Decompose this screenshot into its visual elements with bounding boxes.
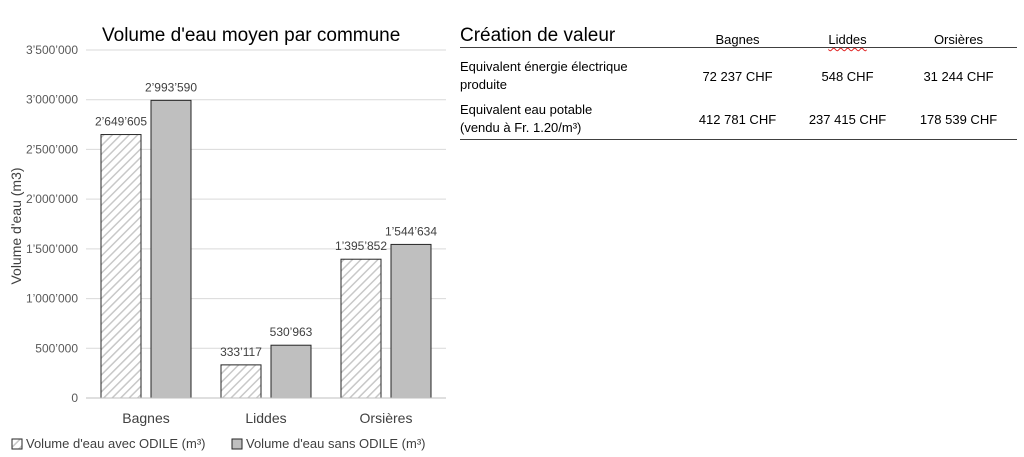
x-axis-categories: Bagnes Liddes Orsières	[122, 410, 412, 426]
legend: Volume d'eau avec ODILE (m³) Volume d'eau…	[11, 436, 426, 451]
data-label: 333’117	[220, 345, 262, 359]
table-header-row: Création de valeur Bagnes Liddes Orsière…	[460, 24, 1017, 48]
y-tick-label: 1’500’000	[26, 242, 78, 256]
category-label: Orsières	[360, 410, 413, 426]
table-cell: 72 237 CHF	[702, 68, 773, 84]
row-label: Equivalent énergie électrique produite	[460, 58, 680, 94]
table-cell: 31 244 CHF	[923, 68, 994, 84]
data-label: 1’544’634	[385, 224, 437, 238]
y-tick-label: 3’000’000	[26, 93, 78, 107]
table-cell: 548 CHF	[821, 68, 874, 84]
row-label-line: (vendu à Fr. 1.20/m³)	[460, 120, 582, 135]
legend-label: Volume d'eau avec ODILE (m³)	[26, 436, 206, 451]
row-label-line: Equivalent énergie électrique	[460, 59, 628, 74]
table-row: Equivalent eau potable (vendu à Fr. 1.20…	[460, 99, 1017, 140]
table-cell: 237 415 CHF	[808, 111, 887, 127]
value-creation-table: Création de valeur Bagnes Liddes Orsière…	[460, 24, 1017, 140]
category-label: Bagnes	[122, 410, 169, 426]
category-label: Liddes	[245, 410, 286, 426]
y-tick-label: 0	[71, 391, 78, 405]
column-header-orsieres: Orsières	[933, 32, 984, 47]
data-label: 530’963	[270, 325, 313, 339]
column-header-bagnes: Bagnes	[715, 32, 760, 47]
bar-chart: Volume d'eau moyen par commune 0 500’000 1…	[8, 25, 446, 451]
table-row: Equivalent énergie électrique produite 7…	[460, 53, 1017, 99]
bars	[100, 99, 432, 399]
chart-title: Volume d'eau moyen par commune	[102, 25, 400, 46]
y-tick-label: 2’000’000	[26, 192, 78, 206]
data-labels: 2’649’605 2’993’590 333’117 530’963 1’395’85…	[95, 80, 437, 359]
y-axis-ticks: 0 500’000 1’000’000 1’500’000 2’000’000 2’500…	[26, 43, 78, 405]
bar	[220, 364, 262, 399]
y-tick-label: 500’000	[35, 341, 78, 355]
table-title: Création de valeur	[460, 25, 616, 46]
table-cell: 412 781 CHF	[698, 111, 777, 127]
bar	[390, 243, 432, 399]
bar	[270, 344, 312, 399]
y-axis-title: Volume d'eau (m3)	[8, 167, 24, 284]
row-label: Equivalent eau potable (vendu à Fr. 1.20…	[460, 101, 680, 137]
table-cell: 178 539 CHF	[919, 111, 998, 127]
legend-swatch	[11, 438, 23, 450]
y-tick-label: 1’000’000	[26, 292, 78, 306]
bar	[100, 134, 142, 399]
y-tick-label: 2’500’000	[26, 142, 78, 156]
data-label: 2’649’605	[95, 115, 147, 129]
legend-swatch	[231, 438, 243, 450]
bar	[340, 258, 382, 399]
data-label: 2’993’590	[145, 80, 197, 94]
column-header-liddes: Liddes	[828, 32, 867, 47]
row-label-line: produite	[460, 77, 507, 92]
gridlines	[86, 49, 446, 349]
data-label: 1’395’852	[335, 239, 387, 253]
bar	[150, 99, 192, 399]
legend-label: Volume d'eau sans ODILE (m³)	[246, 436, 426, 451]
row-label-line: Equivalent eau potable	[460, 102, 593, 117]
y-tick-label: 3’500’000	[26, 43, 78, 57]
